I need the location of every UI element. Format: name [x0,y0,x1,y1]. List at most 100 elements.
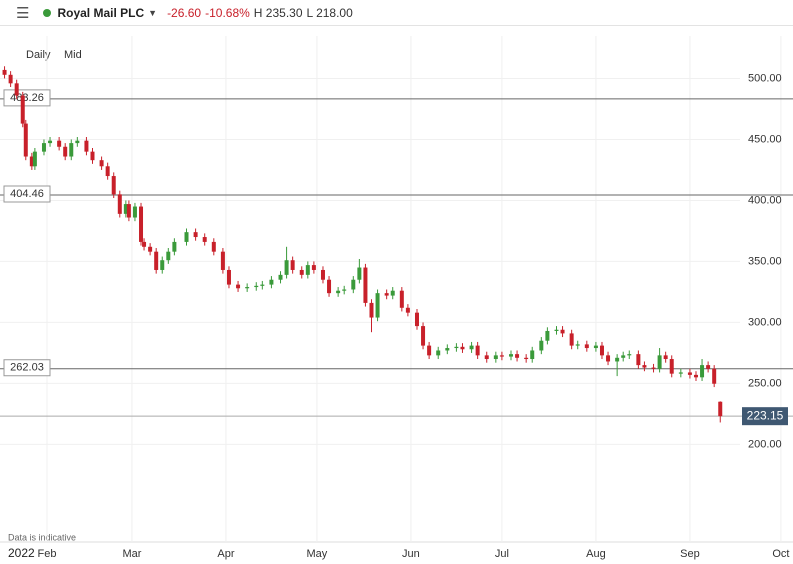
instrument-name[interactable]: Royal Mail PLC [57,5,145,20]
candle-body [278,274,283,280]
candle-body [160,260,165,270]
candle-body [499,355,504,357]
candle-body [220,251,225,270]
candle-body [687,372,692,375]
candle-body [569,333,574,346]
candle-body [621,355,626,358]
candle-body [357,267,362,280]
candle-body [515,354,520,358]
candle-body [718,401,723,417]
candle-body [8,74,13,84]
candle-body [530,350,535,360]
menu-icon[interactable]: ☰ [16,4,30,22]
candle-body [245,287,250,289]
candle-body [75,140,80,144]
candle-body [427,345,432,356]
candle-body [651,367,656,369]
candle-body [642,365,647,368]
candle-body [475,345,480,356]
candle-body [524,357,529,360]
x-tick-label: Sep [680,548,700,560]
candle-body [254,285,259,288]
candle-body [363,267,368,303]
candle-body [193,232,198,238]
candle-body [148,246,153,252]
interval[interactable]: Daily [26,49,51,61]
candle-body [290,260,295,270]
candle-body [84,140,89,152]
candle-body [405,307,410,313]
y-tick-label: 500.00 [748,72,782,84]
candle-body [166,251,171,261]
candle-body [606,355,611,362]
x-tick-label: May [307,548,328,560]
x-tick-label: Oct [772,548,789,560]
change-pct: -10.68% [205,5,250,20]
note: Data is indicative [8,532,76,542]
candle-body [657,355,662,369]
level-label: 262.03 [10,362,44,374]
y-tick-label: 350.00 [748,255,782,267]
candle-body [560,329,565,334]
candle-body [469,345,474,350]
candle-body [539,340,544,351]
y-tick-label: 250.00 [748,377,782,389]
candle-body [414,312,419,327]
candle-body [575,344,580,346]
candle-body [454,346,459,349]
candle-body [615,357,620,362]
candle-body [712,368,717,384]
candle-body [284,260,289,275]
level-label-box [3,359,51,377]
candle-body [211,241,216,252]
y-tick-label: 450.00 [748,133,782,145]
y-tick-label: 200.00 [748,438,782,450]
candle-body [117,194,122,214]
price-type[interactable]: Mid [64,49,82,61]
candle-body [139,206,144,242]
candle-body [105,166,110,177]
candle-body [693,374,698,378]
level-label-box [3,185,51,203]
chart: Daily Mid Data is indicative 2022 Feb Mar… [0,36,793,560]
x-tick-label: Mar [122,548,141,560]
candle-body [508,354,513,357]
candle-body [23,123,28,157]
x-tick-label: Jun [402,548,420,560]
candle-body [706,365,711,369]
candle-body [305,265,310,275]
candle-body [445,348,450,351]
year-label: 2022 [8,546,35,560]
candle-body [636,354,641,366]
candle-body [41,143,46,152]
candle-body [584,344,589,349]
candle-body [375,293,380,318]
x-tick-label: Feb [38,548,57,560]
candle-body [142,241,147,247]
candle-body [320,269,325,280]
level-label: 404.46 [10,188,44,200]
candle-body [342,289,347,291]
x-tick-label: Jul [495,548,509,560]
candle-body [99,160,104,167]
last-price-box [742,407,788,426]
candle-body [269,279,274,285]
candle-body [299,269,304,275]
candle-body [678,372,683,374]
candle-body [700,365,705,378]
y-tick-label: 400.00 [748,194,782,206]
status-dot [43,8,52,17]
candle-body [154,251,159,270]
candle-body [421,326,426,346]
candle-body [311,265,316,270]
candle-body [336,290,341,294]
dropdown-caret[interactable]: ▼ [148,7,158,18]
candle-body [384,293,389,296]
y-tick-label: 300.00 [748,316,782,328]
candle-body [399,290,404,308]
candle-body [554,329,559,331]
candle-body [184,232,189,242]
candle-body [369,302,374,318]
x-tick-label: Aug [586,548,606,560]
